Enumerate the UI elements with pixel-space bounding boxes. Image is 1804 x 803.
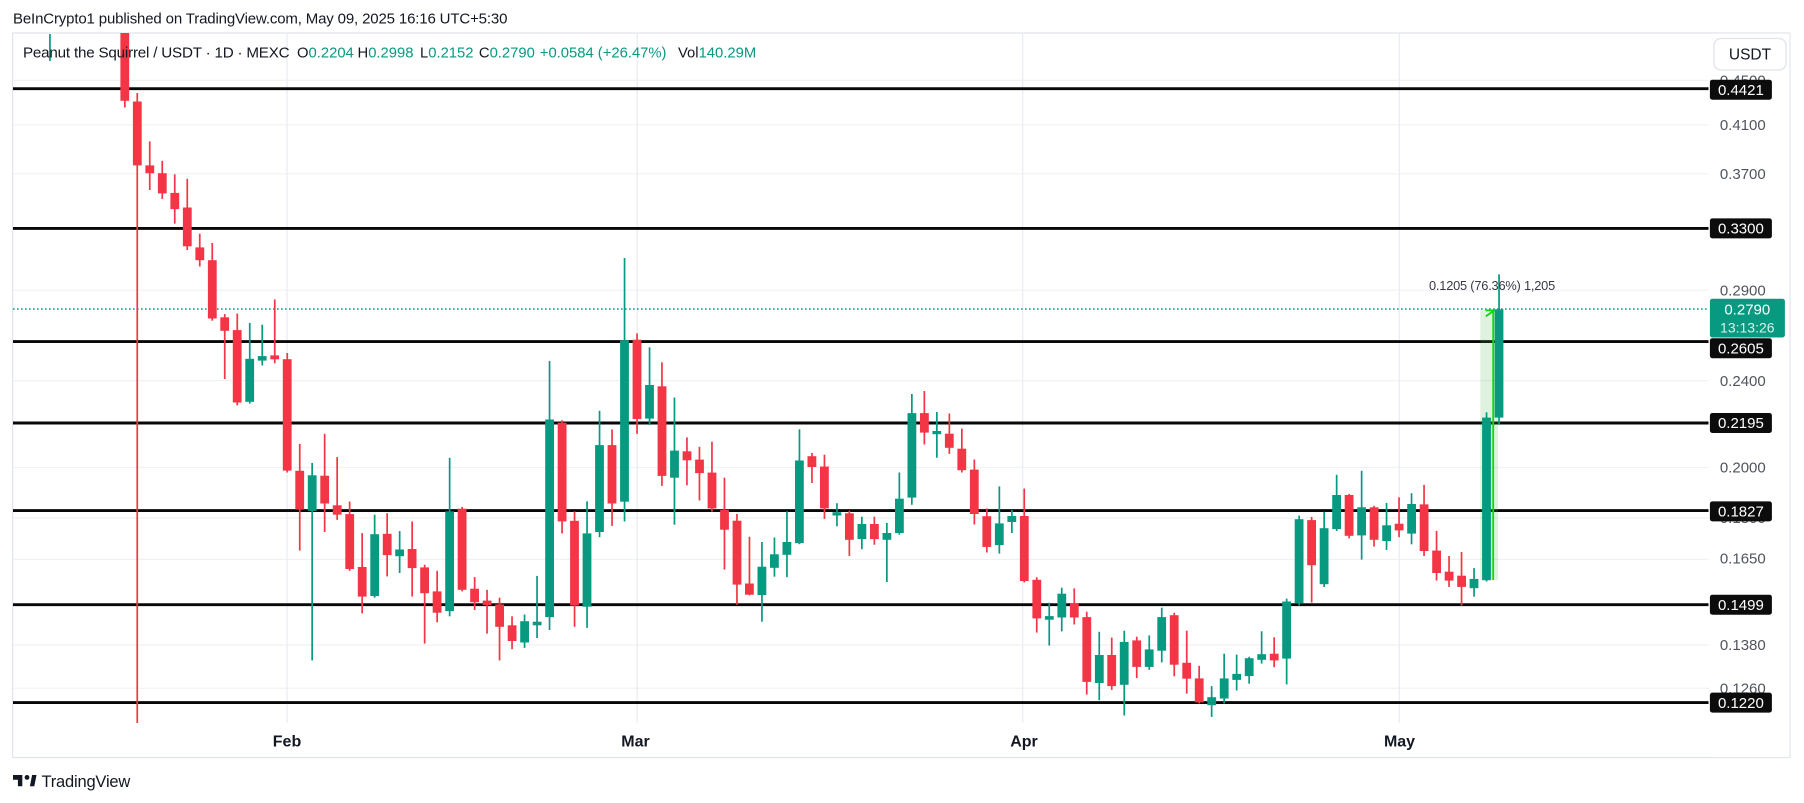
- svg-text:Feb: Feb: [273, 734, 302, 751]
- svg-text:0.4100: 0.4100: [1720, 117, 1766, 134]
- svg-text:USDT: USDT: [1729, 47, 1772, 64]
- svg-text:Apr: Apr: [1010, 734, 1038, 751]
- svg-text:O0.2204: O0.2204: [297, 46, 354, 62]
- svg-text:0.1380: 0.1380: [1720, 637, 1766, 654]
- svg-text:0.3300: 0.3300: [1718, 221, 1764, 238]
- svg-text:0.1650: 0.1650: [1720, 551, 1766, 568]
- svg-text:0.2400: 0.2400: [1720, 373, 1766, 390]
- svg-text:C0.2790: C0.2790: [479, 46, 535, 62]
- svg-text:0.2000: 0.2000: [1720, 460, 1766, 477]
- svg-text:0.1205 (76.36%) 1,205: 0.1205 (76.36%) 1,205: [1429, 278, 1555, 293]
- svg-text:13:13:26: 13:13:26: [1720, 320, 1775, 336]
- svg-text:BeInCrypto1 published on Tradi: BeInCrypto1 published on TradingView.com…: [13, 11, 507, 28]
- svg-text:0.1499: 0.1499: [1718, 597, 1764, 614]
- svg-text:May: May: [1384, 734, 1415, 751]
- svg-text:L0.2152: L0.2152: [420, 46, 474, 62]
- svg-text:0.3700: 0.3700: [1720, 166, 1766, 183]
- svg-text:0.2605: 0.2605: [1718, 340, 1764, 357]
- svg-text:0.2790: 0.2790: [1724, 302, 1770, 319]
- svg-text:Vol140.29M: Vol140.29M: [678, 46, 756, 62]
- svg-text:0.4421: 0.4421: [1718, 82, 1764, 99]
- svg-text:H0.2998: H0.2998: [358, 46, 414, 62]
- svg-text:+0.0584 (+26.47%): +0.0584 (+26.47%): [540, 46, 667, 62]
- svg-text:Peanut the Squirrel / USDT · 1: Peanut the Squirrel / USDT · 1D · MEXC: [23, 45, 290, 62]
- svg-text:TradingView: TradingView: [42, 773, 131, 791]
- svg-text:0.2900: 0.2900: [1720, 282, 1766, 299]
- svg-text:0.2195: 0.2195: [1718, 415, 1764, 432]
- svg-text:0.1827: 0.1827: [1718, 504, 1764, 521]
- svg-text:Mar: Mar: [621, 734, 649, 751]
- svg-text:0.1220: 0.1220: [1718, 695, 1764, 712]
